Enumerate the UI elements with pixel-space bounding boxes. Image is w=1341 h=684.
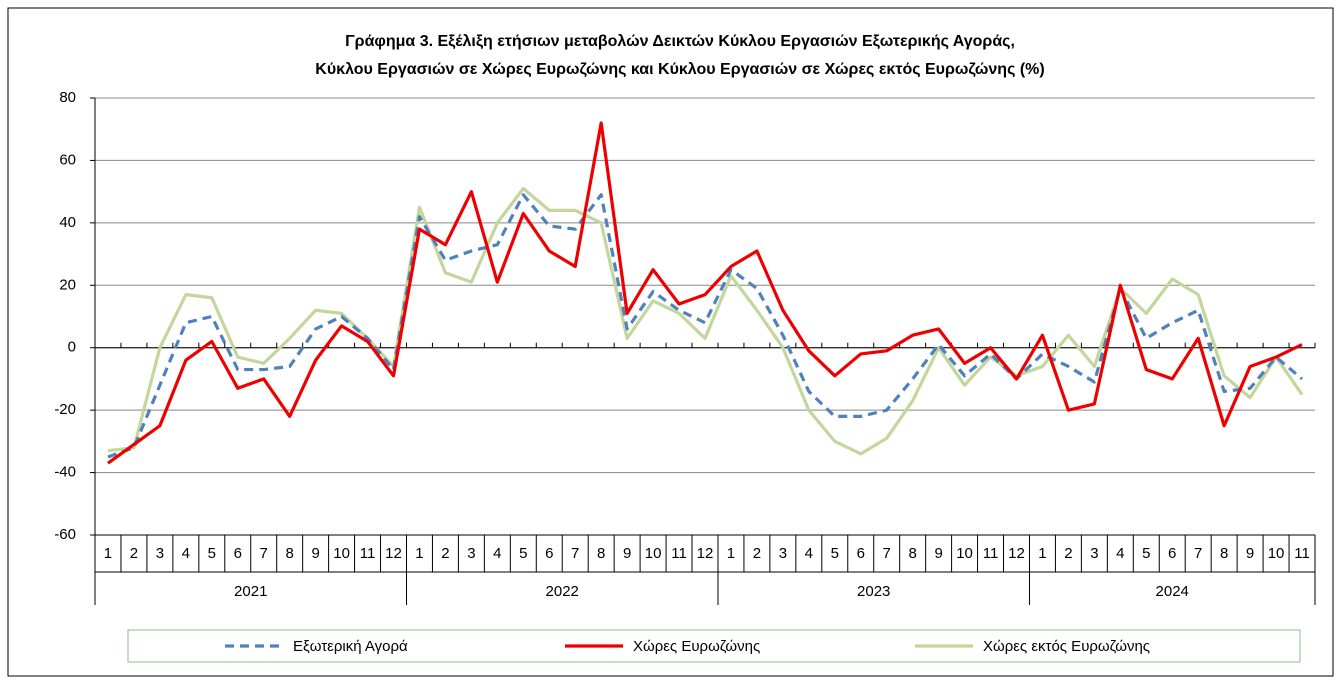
y-tick-label: 60 — [59, 151, 76, 168]
year-label: 2023 — [857, 583, 890, 600]
x-tick-label: 12 — [697, 545, 714, 562]
x-tick-label: 7 — [1194, 545, 1202, 562]
x-tick-label: 10 — [333, 545, 350, 562]
y-tick-label: 40 — [59, 214, 76, 231]
chart-title: Γράφημα 3. Εξέλιξη ετήσιων μεταβολών Δει… — [345, 33, 1015, 50]
x-tick-label: 6 — [234, 545, 242, 562]
x-tick-label: 8 — [908, 545, 916, 562]
legend-label: Χώρες εκτός Ευρωζώνης — [983, 638, 1150, 655]
x-tick-label: 1 — [415, 545, 423, 562]
x-tick-label: 3 — [467, 545, 475, 562]
x-tick-label: 3 — [156, 545, 164, 562]
chart-frame — [7, 7, 1334, 677]
x-tick-label: 8 — [286, 545, 294, 562]
x-tick-label: 4 — [805, 545, 813, 562]
x-tick-label: 11 — [1294, 545, 1310, 562]
x-tick-label: 1 — [104, 545, 112, 562]
x-tick-label: 8 — [597, 545, 605, 562]
x-tick-label: 8 — [1220, 545, 1228, 562]
x-tick-label: 10 — [1268, 545, 1285, 562]
chart-title: Κύκλου Εργασιών σε Χώρες Ευρωζώνης και Κ… — [315, 61, 1044, 78]
year-label: 2024 — [1156, 583, 1189, 600]
x-tick-label: 11 — [360, 545, 376, 562]
y-tick-label: -40 — [54, 464, 76, 481]
y-tick-label: -20 — [54, 401, 76, 418]
x-tick-label: 1 — [727, 545, 735, 562]
x-tick-label: 9 — [311, 545, 319, 562]
x-tick-label: 7 — [883, 545, 891, 562]
x-tick-label: 12 — [1008, 545, 1025, 562]
year-label: 2022 — [546, 583, 579, 600]
x-tick-label: 5 — [208, 545, 216, 562]
x-tick-label: 2 — [753, 545, 761, 562]
x-tick-label: 5 — [1142, 545, 1150, 562]
x-tick-label: 9 — [1246, 545, 1254, 562]
legend-box — [127, 629, 1301, 663]
x-tick-label: 7 — [571, 545, 579, 562]
x-tick-label: 5 — [831, 545, 839, 562]
series-line — [107, 193, 1304, 459]
x-tick-label: 2 — [1064, 545, 1072, 562]
x-tick-label: 4 — [1116, 545, 1124, 562]
x-tick-label: 5 — [519, 545, 527, 562]
x-tick-label: 11 — [671, 545, 687, 562]
x-tick-label: 10 — [645, 545, 662, 562]
x-tick-label: 3 — [779, 545, 787, 562]
y-tick-label: 80 — [59, 89, 76, 106]
x-tick-label: 9 — [934, 545, 942, 562]
series-line — [107, 121, 1303, 465]
y-tick-label: -60 — [54, 526, 76, 543]
x-tick-label: 6 — [1168, 545, 1176, 562]
year-label: 2021 — [234, 583, 267, 600]
x-tick-label: 6 — [857, 545, 865, 562]
series-line — [107, 186, 1304, 456]
y-tick-label: 20 — [59, 276, 76, 293]
x-tick-label: 7 — [260, 545, 268, 562]
legend-label: Εξωτερική Αγορά — [293, 638, 408, 655]
x-tick-label: 11 — [983, 545, 999, 562]
x-tick-label: 3 — [1090, 545, 1098, 562]
x-tick-label: 1 — [1038, 545, 1046, 562]
x-tick-label: 6 — [545, 545, 553, 562]
x-tick-label: 12 — [385, 545, 402, 562]
x-tick-label: 9 — [623, 545, 631, 562]
x-tick-label: 2 — [130, 545, 138, 562]
x-tick-label: 4 — [182, 545, 190, 562]
x-tick-label: 2 — [441, 545, 449, 562]
legend-label: Χώρες Ευρωζώνης — [633, 638, 760, 655]
x-tick-label: 10 — [956, 545, 973, 562]
y-tick-label: 0 — [68, 339, 76, 356]
x-tick-label: 4 — [493, 545, 501, 562]
